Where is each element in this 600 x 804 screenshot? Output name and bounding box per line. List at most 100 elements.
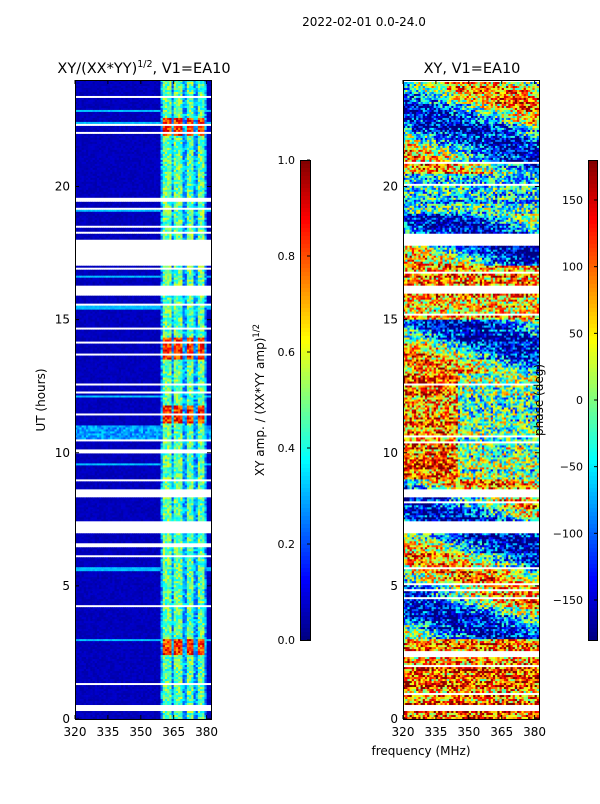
heatmap-cell [140, 119, 144, 123]
heatmap-cell [149, 109, 153, 113]
heatmap-cell [94, 117, 98, 121]
heatmap-cell [132, 133, 135, 137]
heatmap-cell [107, 145, 111, 149]
heatmap-cell [180, 135, 183, 139]
heatmap-cell [175, 119, 179, 123]
heatmap-cell [134, 82, 137, 85]
heatmap-cell [191, 139, 194, 143]
heatmap-cell [200, 141, 203, 145]
heatmap-cell [171, 82, 175, 85]
heatmap-cell [202, 107, 205, 111]
heatmap-cell [164, 101, 168, 105]
heatmap-cell [145, 91, 148, 95]
heatmap-cell [173, 125, 177, 129]
heatmap-cell [94, 137, 98, 141]
heatmap-cell [153, 82, 157, 85]
heatmap-cell [118, 89, 122, 93]
heatmap-cell [118, 93, 122, 97]
heatmap-cell [101, 141, 104, 145]
heatmap-cell [197, 141, 201, 145]
heatmap-cell [189, 87, 192, 91]
heatmap-cell [143, 119, 146, 123]
heatmap-cell [127, 101, 131, 105]
heatmap-cell [125, 85, 129, 89]
heatmap-cell [178, 145, 181, 149]
heatmap-cell [162, 103, 166, 107]
heatmap-cell [164, 80, 168, 83]
heatmap-cell [206, 125, 210, 129]
heatmap-cell [90, 87, 93, 91]
heatmap-cell [158, 127, 161, 131]
heatmap-cell [105, 121, 109, 125]
heatmap-cell [125, 97, 129, 101]
heatmap-cell [118, 135, 122, 139]
heatmap-cell [96, 143, 100, 147]
heatmap-cell [147, 91, 150, 95]
heatmap-cell [169, 125, 172, 129]
heatmap-cell [83, 117, 87, 121]
heatmap-cell [147, 101, 150, 105]
heatmap-cell [101, 99, 104, 103]
heatmap-cell [121, 82, 124, 85]
heatmap-cell [193, 133, 197, 137]
heatmap-cell [110, 93, 113, 97]
heatmap-cell [92, 97, 96, 101]
heatmap-cell [143, 143, 146, 147]
heatmap-cell [184, 115, 188, 119]
heatmap-cell [153, 80, 157, 83]
heatmap-cell [186, 133, 190, 137]
heatmap-cell [208, 119, 212, 123]
heatmap-cell [208, 89, 212, 93]
heatmap-cell [118, 133, 122, 137]
heatmap-cell [151, 145, 155, 149]
heatmap-cell [132, 80, 135, 83]
heatmap-cell [85, 85, 89, 89]
heatmap-cell [140, 135, 144, 139]
heatmap-cell [129, 105, 133, 109]
heatmap-cell [107, 133, 111, 137]
heatmap-cell [160, 91, 164, 95]
heatmap-cell [175, 85, 179, 89]
heatmap-cell [151, 97, 155, 101]
heatmap-cell [169, 103, 172, 107]
heatmap-cell [101, 101, 104, 105]
flagged-row [75, 261, 211, 265]
heatmap-cell [107, 141, 111, 145]
heatmap-cell [79, 125, 82, 129]
heatmap-cell [90, 89, 93, 93]
heatmap-cell [208, 87, 212, 91]
heatmap-cell [103, 107, 107, 111]
heatmap-cell [189, 113, 192, 117]
heatmap-cell [114, 87, 118, 91]
heatmap-cell [164, 109, 168, 113]
heatmap-cell [96, 127, 100, 131]
heatmap-cell [123, 119, 126, 123]
heatmap-cell [147, 80, 150, 83]
heatmap-cell [85, 97, 89, 101]
heatmap-cell [151, 125, 155, 129]
heatmap-cell [110, 109, 113, 113]
heatmap-cell [200, 127, 203, 131]
heatmap-cell [186, 99, 190, 103]
heatmap-cell [180, 129, 183, 133]
heatmap-cell [121, 111, 124, 115]
heatmap-cell [134, 97, 137, 101]
heatmap-cell [162, 133, 166, 137]
heatmap-cell [92, 80, 96, 83]
heatmap-cell [85, 143, 89, 147]
heatmap-cell [175, 82, 179, 85]
heatmap-cell [79, 113, 82, 117]
heatmap-cell [191, 111, 194, 115]
heatmap-cell [202, 139, 205, 143]
heatmap-cell [149, 111, 153, 115]
heatmap-cell [105, 89, 109, 93]
heatmap-cell [147, 141, 150, 145]
heatmap-cell [164, 137, 168, 141]
heatmap-cell [129, 83, 133, 87]
heatmap-cell [140, 137, 144, 141]
heatmap-cell [140, 80, 144, 83]
heatmap-cell [125, 101, 129, 105]
heatmap-cell [110, 125, 113, 129]
heatmap-cell [208, 137, 212, 141]
heatmap-cell [204, 99, 208, 103]
